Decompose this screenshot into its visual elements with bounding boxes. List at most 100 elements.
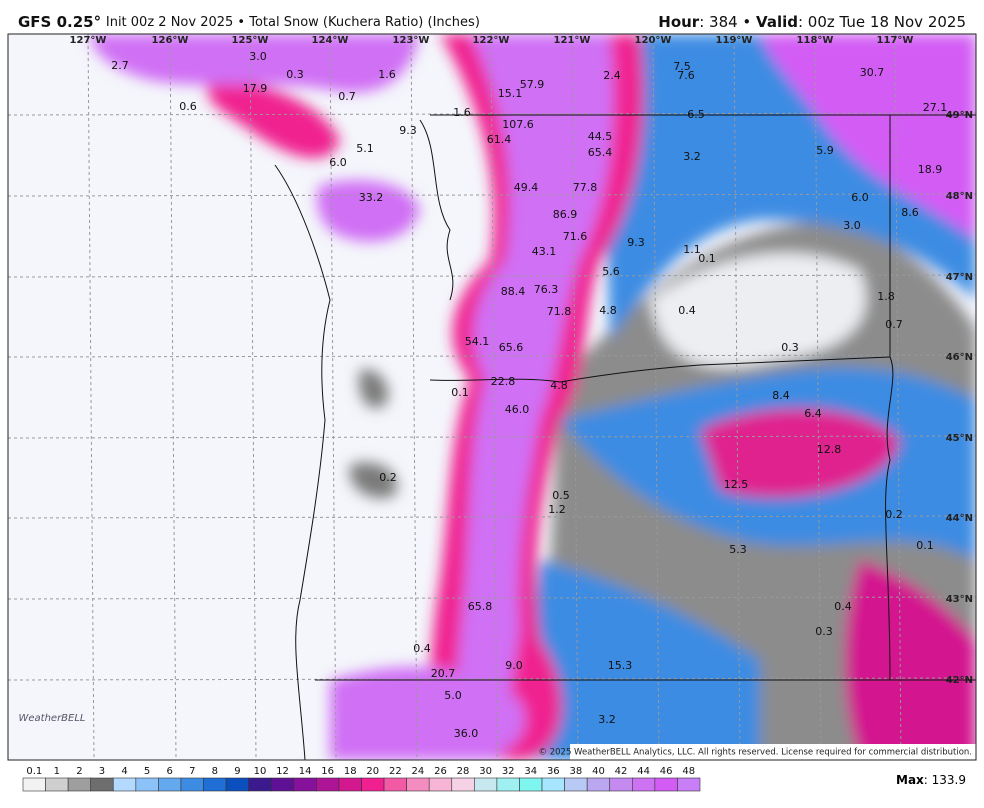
colorbar-swatch: [90, 777, 114, 792]
snow-total: 6.4: [804, 407, 822, 420]
lon-label: 117°W: [877, 35, 914, 46]
meridian: [490, 34, 498, 760]
colorbar-label: 12: [276, 766, 289, 777]
snow-total: 4.8: [550, 379, 568, 392]
snow-total: 88.4: [501, 285, 526, 298]
colorbar-label: 40: [592, 766, 605, 777]
colorbar-label: 44: [637, 766, 650, 777]
snow-total: 0.1: [451, 386, 469, 399]
lat-label: 45°N: [946, 433, 973, 444]
colorbar-swatch: [474, 777, 498, 792]
field-purple-2: [330, 666, 526, 760]
max-value: : 133.9: [924, 773, 966, 787]
snow-total: 0.1: [916, 539, 934, 552]
snow-total: 44.5: [588, 130, 613, 143]
colorbar-swatch: [496, 777, 520, 792]
snow-total: 1.6: [453, 106, 471, 119]
field-blue-3: [520, 560, 760, 760]
colorbar-swatch: [406, 777, 430, 792]
snow-total: 5.3: [729, 543, 747, 556]
lon-label: 120°W: [635, 35, 672, 46]
header-right: Hour: 384 • Valid: 00z Tue 18 Nov 2025: [658, 13, 966, 31]
field-magenta: [845, 560, 976, 760]
colorbar-swatch: [293, 777, 317, 792]
colorbar-label: 14: [299, 766, 312, 777]
colorbar-swatch: [609, 777, 633, 792]
coastline: [274, 164, 331, 760]
colorbar-swatch: [270, 777, 295, 792]
map-labels: 2.7 3.0 0.3 1.6 17.9 0.7 0.6 9.3 5.1 6.0 1.6 15.157…: [111, 50, 947, 740]
snow-total: 57.9: [520, 78, 545, 91]
lon-label: 125°W: [232, 35, 269, 46]
id-border: [885, 115, 894, 681]
colorbar-swatch: [67, 777, 91, 792]
lon-label: 127°W: [70, 35, 107, 46]
colorbar-swatch: [248, 777, 272, 792]
lon-label: 123°W: [393, 35, 430, 46]
snow-total: 15.1: [498, 87, 523, 100]
snow-total: 1.8: [877, 290, 895, 303]
map-frame: [7, 33, 977, 761]
colorbar-label: 22: [389, 766, 402, 777]
colorbar-swatch: [654, 777, 678, 792]
hour-label: Hour: [658, 13, 700, 31]
field-purple: [450, 34, 614, 760]
field-gray-3: [349, 462, 398, 499]
colorbar-swatch: [361, 777, 385, 792]
field-pink: [700, 408, 900, 498]
lon-label: 124°W: [312, 35, 349, 46]
field-gray-2: [359, 369, 389, 409]
parallel: [8, 435, 976, 439]
copyright-bg: [570, 744, 976, 760]
colorbar-label: 7: [189, 766, 195, 777]
colorbar-label: 28: [457, 766, 470, 777]
colorbar-label: 20: [366, 766, 379, 777]
snow-total: 2.4: [603, 69, 621, 82]
colorbar-label: 38: [570, 766, 583, 777]
snow-total: 0.2: [379, 471, 397, 484]
snow-total: 9.0: [505, 659, 523, 672]
valid: : 00z Tue 18 Nov 2025: [798, 13, 966, 31]
colorbar-label: 8: [212, 766, 218, 777]
colorbar-swatch: [677, 777, 701, 792]
colorbar-swatch: [338, 777, 362, 792]
parallel: [8, 274, 976, 278]
colorbar-swatch: [383, 777, 407, 792]
lat-label: 43°N: [946, 594, 973, 605]
colorbar-swatch: [586, 777, 611, 792]
colorbar: 0.1 1 2 3 4 5 6 7 8 9 10 12 14 16 18 20 22 24 26 28 30 32 34 36…: [22, 766, 701, 792]
colorbar-label: 36: [547, 766, 560, 777]
field-pink-3: [207, 80, 340, 159]
colorbar-label: 3: [99, 766, 105, 777]
colorbar-swatch: [225, 777, 249, 792]
parallel: [8, 596, 976, 600]
lat-label: 48°N: [946, 191, 973, 202]
colorbar-label: 5: [144, 766, 150, 777]
header-left: GFS 0.25° Init 00z 2 Nov 2025 • Total Sn…: [18, 13, 480, 31]
meridian: [894, 34, 902, 760]
colorbar-swatch: [45, 777, 69, 792]
snow-total: 7.6: [677, 69, 695, 82]
colorbar-swatch: [180, 777, 204, 792]
snow-total: 107.6: [502, 118, 534, 131]
snow-total: 76.3: [534, 283, 559, 296]
meridian: [410, 34, 418, 760]
snow-total: 1.1: [683, 243, 701, 256]
meridian: [814, 34, 822, 760]
field-purple-3: [90, 34, 420, 93]
snow-total: 9.3: [399, 124, 417, 137]
snow-total: 0.6: [179, 100, 197, 113]
colorbar-label: 9: [234, 766, 240, 777]
snow-total: 6.5: [687, 108, 705, 121]
snow-total: 27.1: [923, 101, 948, 114]
lon-label: 121°W: [554, 35, 591, 46]
snow-total: 30.7: [860, 66, 885, 79]
snow-total: 1.2: [548, 503, 566, 516]
wa-or-border: [429, 356, 891, 383]
meridian: [652, 34, 660, 760]
snow-total: 12.8: [817, 443, 842, 456]
colorbar-label: 16: [321, 766, 334, 777]
snow-total: 0.3: [781, 341, 799, 354]
snow-total: 77.8: [573, 181, 598, 194]
